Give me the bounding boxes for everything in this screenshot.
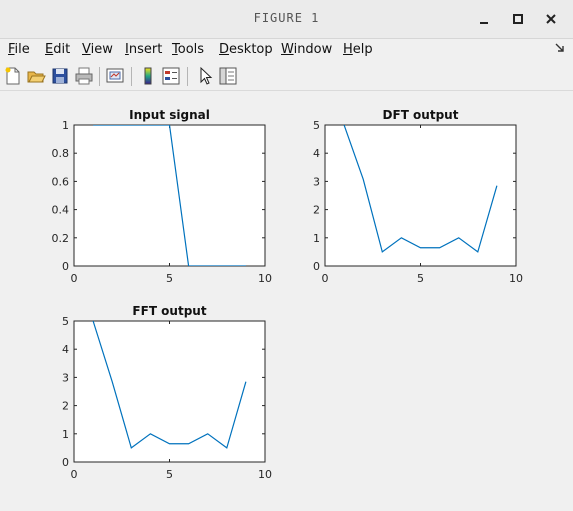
plot-axes-2[interactable]: DFT output 0 5 10 0 1 2 3 4 5 [313,108,523,285]
x-tick-label: 0 [71,468,78,481]
y-tick-label: 4 [313,147,320,160]
y-tick-label: 0.4 [52,204,70,217]
menu-bar: File Edit View Insert Tools Desktop Wind… [0,39,573,61]
y-tick-label: 5 [313,119,320,132]
plot-title: Input signal [129,108,210,122]
close-button[interactable] [540,8,562,30]
maximize-button[interactable] [507,8,529,30]
x-tick-label: 5 [417,272,424,285]
axes-box [73,124,266,267]
y-tick-label: 3 [313,175,320,188]
x-tick-label: 5 [166,272,173,285]
plot-title: FFT output [132,304,206,318]
maximize-icon [513,14,523,24]
minimize-icon [480,22,488,24]
plot-title: DFT output [383,108,459,122]
menu-view[interactable]: View [82,42,113,57]
figure-toolbar [0,62,573,91]
y-tick-label: 2 [313,204,320,217]
new-figure-icon[interactable] [3,66,23,86]
plot-axes-1[interactable]: Input signal 0 5 10 0 0.2 0.4 0.6 0.8 1 [52,108,273,285]
series-line [92,321,247,449]
figure-canvas: Input signal 0 5 10 0 0.2 0.4 0.6 0.8 1 DFT output… [0,91,573,507]
insert-legend-icon[interactable] [161,66,181,86]
axes-box [73,320,266,463]
insert-colorbar-icon[interactable] [138,66,158,86]
menu-tools[interactable]: Tools [172,42,205,57]
x-tick-label: 5 [166,468,173,481]
menu-window[interactable]: Window [281,42,333,57]
menu-file[interactable]: File [8,42,30,57]
menu-edit[interactable]: Edit [45,42,71,57]
dock-arrow-icon[interactable] [555,43,565,56]
link-plot-icon[interactable] [105,66,125,86]
property-editor-icon[interactable] [218,66,238,86]
y-tick-label: 1 [313,232,320,245]
axes-box [324,124,517,267]
close-icon [546,14,556,24]
y-tick-label: 0 [313,260,320,273]
y-tick-label: 3 [62,371,69,384]
save-icon[interactable] [50,66,70,86]
y-tick-label: 0.8 [52,147,70,160]
y-tick-label: 0 [62,456,69,469]
x-tick-label: 0 [71,272,78,285]
y-tick-label: 4 [62,343,69,356]
x-tick-label: 10 [258,468,272,481]
title-bar[interactable]: FIGURE 1 [0,0,573,39]
x-tick-label: 0 [322,272,329,285]
menu-help[interactable]: Help [343,42,373,57]
plot-axes-3[interactable]: FFT output 0 5 10 0 1 2 3 4 5 [62,304,272,481]
x-tick-label: 10 [258,272,272,285]
y-tick-label: 2 [62,400,69,413]
series-line [343,125,498,253]
minimize-button[interactable] [473,8,495,30]
open-file-icon[interactable] [26,66,46,86]
window-title: FIGURE 1 [253,11,320,25]
y-tick-label: 0.2 [52,232,70,245]
menu-desktop[interactable]: Desktop [219,42,273,57]
y-tick-label: 0.6 [52,175,70,188]
menu-insert[interactable]: Insert [125,42,163,57]
y-tick-label: 5 [62,315,69,328]
y-tick-label: 0 [62,260,69,273]
y-tick-label: 1 [62,428,69,441]
edit-plot-arrow-icon[interactable] [195,66,215,86]
x-tick-label: 10 [509,272,523,285]
toolbar-separator [187,67,188,86]
print-icon[interactable] [74,66,94,86]
y-tick-label: 1 [62,119,69,132]
toolbar-separator [99,67,100,86]
toolbar-separator [131,67,132,86]
